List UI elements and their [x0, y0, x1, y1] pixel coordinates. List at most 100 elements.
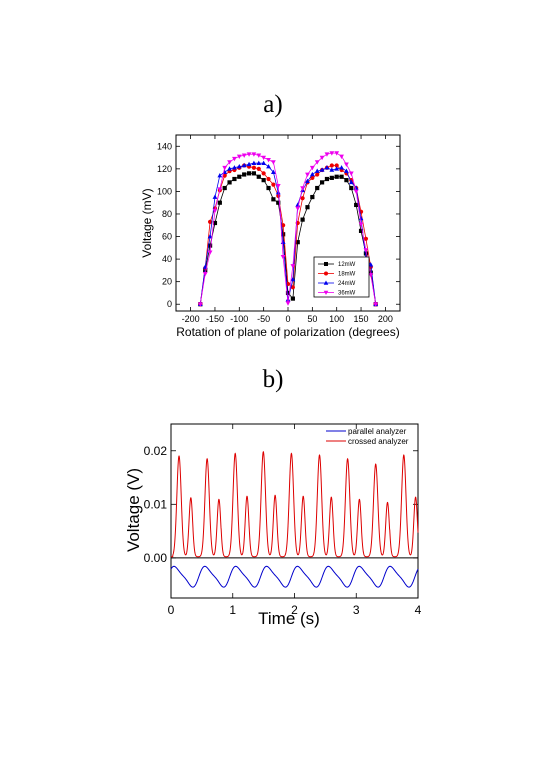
data-point	[314, 160, 320, 165]
data-point	[222, 165, 228, 171]
data-point	[310, 175, 315, 180]
data-point	[212, 220, 218, 226]
data-point	[266, 185, 271, 191]
chart-a-x-tick-labels: -200 -150 -100 -50 0 50 100 150 200	[182, 314, 393, 324]
data-point	[319, 167, 325, 172]
data-point	[334, 174, 339, 179]
data-point	[207, 250, 213, 255]
chart-a-ticks	[176, 135, 400, 311]
data-point	[329, 163, 334, 168]
data-point	[358, 215, 364, 221]
data-point	[324, 262, 328, 266]
data-point	[246, 171, 252, 176]
data-point	[334, 166, 340, 171]
x-tick-label: 2	[291, 603, 298, 617]
data-point	[270, 169, 276, 175]
data-point	[266, 163, 271, 169]
data-point	[315, 172, 320, 177]
data-point	[251, 160, 257, 166]
panel-label-a: a)	[263, 91, 283, 118]
data-point	[305, 178, 310, 184]
y-tick-label: 80	[162, 209, 172, 219]
data-point	[256, 166, 261, 171]
x-tick-label: 50	[307, 314, 317, 324]
data-point	[256, 160, 262, 166]
chart-a-y-tick-labels: 0 20 40 60 80 100 120 140	[157, 141, 172, 309]
series-12mW	[198, 171, 378, 307]
data-point	[339, 165, 344, 170]
data-point	[319, 155, 325, 161]
y-tick-label: 20	[162, 277, 172, 287]
data-point	[348, 171, 354, 176]
data-point	[241, 162, 247, 168]
data-point	[348, 179, 354, 185]
data-point	[358, 222, 364, 227]
data-point	[280, 255, 286, 260]
y-tick-label: 0	[167, 299, 172, 309]
data-point	[363, 248, 369, 253]
data-point	[295, 202, 301, 207]
y-tick-label: 120	[157, 164, 172, 174]
data-point	[305, 205, 310, 210]
data-point	[266, 176, 271, 182]
series-36mW	[197, 151, 379, 307]
chart-b-x-tick-labels: 0 1 2 3 4	[168, 603, 422, 617]
data-point	[295, 240, 300, 245]
data-point	[358, 228, 364, 233]
y-tick-label: 140	[157, 141, 172, 151]
data-point	[305, 172, 310, 178]
data-point	[207, 219, 213, 224]
data-point	[324, 176, 330, 182]
y-tick-label: 0.02	[144, 444, 168, 458]
data-point	[329, 167, 335, 172]
data-point	[353, 189, 359, 195]
data-point	[232, 176, 237, 182]
data-point	[232, 165, 237, 170]
legend-entry-label: parallel analyzer	[348, 427, 407, 436]
data-point	[309, 171, 315, 177]
series-parallel-analyzer	[170, 565, 419, 588]
data-point	[236, 163, 242, 169]
x-tick-label: 3	[353, 603, 360, 617]
x-tick-label: 200	[378, 314, 393, 324]
x-tick-label: -100	[230, 314, 248, 324]
data-point	[363, 236, 369, 241]
data-point	[275, 183, 281, 189]
chart-a-legend: 12mW 18mW 24mW 36mW	[313, 256, 370, 298]
data-point	[217, 173, 223, 178]
x-tick-label: 0	[168, 603, 175, 617]
data-point	[314, 168, 320, 173]
data-point	[300, 186, 306, 191]
data-point	[222, 173, 227, 178]
data-point	[324, 165, 330, 170]
data-point	[368, 262, 374, 267]
data-point	[222, 185, 227, 191]
y-tick-label: 60	[162, 232, 172, 242]
data-point	[290, 296, 295, 301]
data-point	[344, 162, 349, 167]
data-point	[323, 280, 329, 285]
data-point	[261, 160, 267, 166]
x-tick-label: 0	[285, 314, 290, 324]
data-point	[271, 197, 276, 202]
data-point	[290, 285, 295, 290]
x-tick-label: -200	[182, 314, 200, 324]
data-point	[290, 264, 296, 269]
x-tick-label: 4	[415, 603, 422, 617]
data-point	[363, 251, 369, 256]
data-point	[309, 165, 315, 171]
data-point	[251, 171, 257, 176]
data-point	[295, 206, 301, 211]
data-point	[285, 290, 291, 296]
y-tick-label: 0.01	[144, 497, 168, 511]
chart-b-series	[170, 450, 419, 588]
chart-b-y-tick-labels: 0.00 0.01 0.02	[144, 444, 168, 565]
data-point	[246, 152, 252, 157]
data-point	[300, 217, 305, 222]
data-point	[232, 156, 237, 162]
data-point	[256, 153, 262, 158]
y-tick-label: 0.00	[144, 551, 168, 565]
data-point	[236, 154, 242, 160]
